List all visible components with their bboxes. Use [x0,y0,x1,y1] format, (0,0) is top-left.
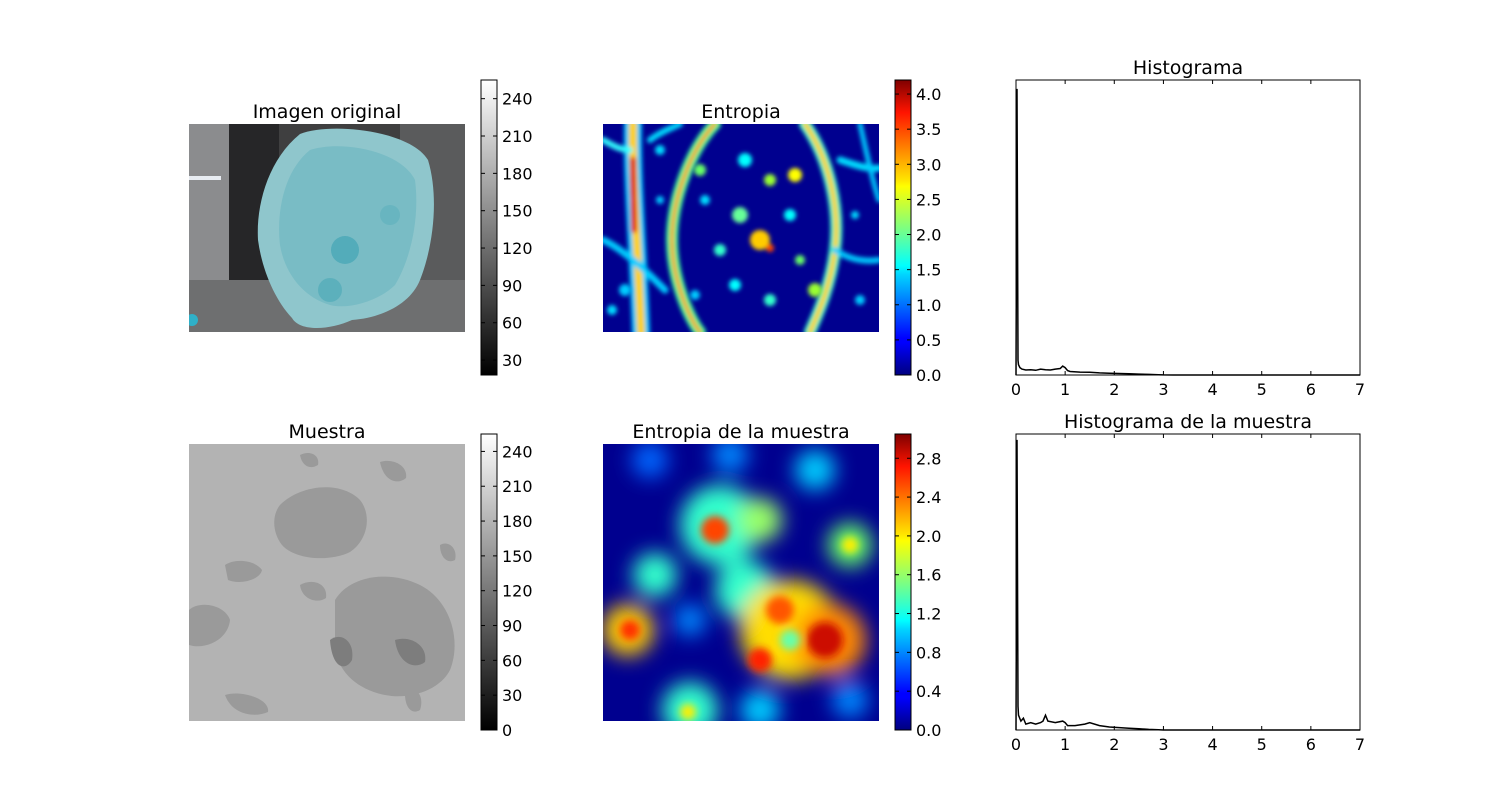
colorbar-tick-label: 240 [502,442,533,461]
colorbar-tick-label: 210 [502,477,533,496]
x-tick-label: 6 [1306,735,1316,754]
panel-title-muestra: Muestra [289,421,366,443]
x-tick-label: 3 [1158,380,1168,399]
chart-title: Histograma [1133,57,1243,79]
colorbar-tick-label: 0 [502,721,512,740]
colorbar-tick-label: 60 [502,651,522,670]
colorbar-tick-label: 180 [502,512,533,531]
colorbar-tick-label: 0.0 [916,721,941,740]
chart-title: Histograma de la muestra [1064,411,1312,433]
colorbar-entropia: 0.0 0.5 1.0 1.5 2.0 2.5 3.0 3.5 4.0 [894,79,941,385]
x-tick-label: 0 [1011,735,1021,754]
colorbar-tick-label: 1.6 [916,566,941,585]
colorbar-tick-label: 3.5 [916,120,941,139]
colorbar-tick-label: 150 [502,202,533,221]
colorbar-tick-label: 0.8 [916,643,941,662]
colorbar-tick-label: 2.0 [916,527,941,546]
colorbar-tick-label: 30 [502,686,522,705]
colorbar-tick-label: 3.0 [916,155,941,174]
image-original [189,124,465,332]
series-line [1015,439,1360,731]
colorbar-tick-label: 2.4 [916,488,941,507]
x-tick-label: 1 [1060,735,1070,754]
colorbar-imagen-original: 30 60 90 120 150 180 210 240 [480,79,533,376]
colorbar-tick-label: 210 [502,127,533,146]
image-entropia-muestra [603,444,879,721]
x-tick-label: 4 [1207,735,1217,754]
colorbar-tick-label: 0.4 [916,682,941,701]
chart-histograma: Histograma 0 1 2 3 4 5 6 7 [1011,57,1365,399]
colorbar-tick-label: 90 [502,276,522,295]
panel-entropia-muestra: Entropia de la muestra [603,421,879,721]
colorbar-tick-label: 1.5 [916,261,941,280]
colorbar-tick-label: 1.0 [916,296,941,315]
x-tick-label: 7 [1355,380,1365,399]
image-entropia [603,124,879,332]
x-tick-label: 7 [1355,735,1365,754]
colorbar-tick-label: 2.0 [916,226,941,245]
colorbar-gradient [480,433,498,731]
colorbar-gradient [894,79,912,376]
x-tick-label: 0 [1011,380,1021,399]
colorbar-tick-label: 2.8 [916,449,941,468]
x-tick-label: 4 [1207,380,1217,399]
panel-entropia: Entropia [603,101,879,332]
x-tick-label: 5 [1257,380,1267,399]
colorbar-tick-label: 240 [502,90,533,109]
colorbar-tick-label: 180 [502,164,533,183]
colorbar-tick-label: 0.0 [916,366,941,385]
x-tick-label: 5 [1257,735,1267,754]
colorbar-muestra: 0 30 60 90 120 150 180 210 240 [480,433,533,740]
x-tick-label: 1 [1060,380,1070,399]
panel-title-entropia: Entropia [701,101,781,123]
colorbar-tick-label: 60 [502,314,522,333]
colorbar-tick-label: 150 [502,547,533,566]
panel-title-entropia-muestra: Entropia de la muestra [632,421,849,443]
colorbar-tick-label: 120 [502,582,533,601]
x-tick-label: 3 [1158,735,1168,754]
colorbar-gradient [894,433,912,731]
colorbar-tick-label: 1.2 [916,605,941,624]
colorbar-tick-label: 90 [502,617,522,636]
x-tick-label: 2 [1109,380,1119,399]
panel-muestra: Muestra [189,421,465,721]
colorbar-entropia-muestra: 0.0 0.4 0.8 1.2 1.6 2.0 2.4 2.8 [894,433,941,740]
colorbar-tick-label: 120 [502,239,533,258]
image-muestra [189,444,465,721]
colorbar-tick-label: 0.5 [916,331,941,350]
plot-frame [1015,433,1361,731]
colorbar-gradient [480,79,498,376]
x-tick-label: 2 [1109,735,1119,754]
series-line [1015,88,1360,376]
panel-title-imagen-original: Imagen original [253,101,402,123]
plot-frame [1015,79,1361,376]
colorbar-tick-label: 4.0 [916,85,941,104]
panel-imagen-original: Imagen original [189,101,465,332]
colorbar-tick-label: 2.5 [916,190,941,209]
colorbar-tick-label: 30 [502,351,522,370]
chart-histograma-muestra: Histograma de la muestra 0 1 2 3 4 5 6 7 [1011,411,1365,754]
x-tick-label: 6 [1306,380,1316,399]
